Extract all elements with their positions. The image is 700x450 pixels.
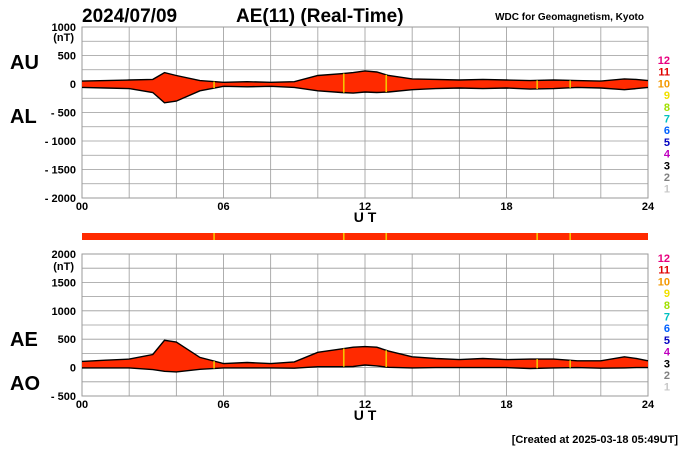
y-tick-label: - 1000 [45, 136, 76, 148]
source-label: WDC for Geomagnetism, Kyoto [495, 12, 644, 23]
y-tick-label: - 2000 [45, 193, 76, 205]
x-tick-label: 12 [359, 201, 371, 213]
station-count-label: 12 [658, 253, 670, 265]
station-count-label: 2 [664, 172, 670, 184]
x-tick-label: 24 [642, 399, 655, 411]
al-label: AL [10, 106, 37, 128]
y-tick-label: 1000 [52, 306, 76, 318]
panel2-xticks: 00 06 12 18 24 [76, 399, 655, 411]
y-tick-label: 500 [58, 51, 76, 63]
series-line-ae [81, 339, 649, 365]
station-count-label: 1 [664, 184, 670, 196]
x-tick-label: 06 [217, 399, 229, 411]
index-range-area [82, 70, 648, 103]
panel1-xticks: 00 06 12 18 24 [76, 201, 655, 213]
station-count-label: 5 [664, 335, 670, 347]
station-count-label: 10 [658, 276, 670, 288]
station-count-label: 10 [658, 78, 670, 90]
station-count-label: 8 [664, 300, 670, 312]
panel1-xlabel: U T [354, 209, 377, 225]
series-line-ao [82, 364, 648, 373]
index-title: AE(11) (Real-Time) [236, 6, 404, 27]
panel1-grid [81, 26, 649, 199]
date-title: 2024/07/09 [82, 6, 177, 27]
panel1-area [81, 70, 649, 104]
x-tick-label: 12 [359, 399, 371, 411]
x-tick-label: 00 [76, 201, 88, 213]
panel2-grid [81, 253, 649, 397]
station-count-label: 3 [664, 358, 670, 370]
x-tick-label: 24 [642, 201, 655, 213]
ae-label: AE [10, 329, 38, 351]
panel2-yticks: 2000 1500 1000 500 0 - 500 [51, 249, 76, 403]
y-tick-label: 0 [70, 79, 76, 91]
station-count-label: 7 [664, 114, 670, 126]
panel2-xlabel: U T [354, 407, 377, 423]
station-count-label: 11 [658, 67, 670, 79]
station-count-label: 3 [664, 160, 670, 172]
station-count-label: 12 [658, 55, 670, 67]
x-tick-label: 18 [500, 201, 512, 213]
y-tick-label: 0 [70, 363, 76, 375]
station-count-label: 1 [664, 382, 670, 394]
au-label: AU [10, 52, 39, 74]
station-count-label: 6 [664, 125, 670, 137]
station-count-label: 8 [664, 102, 670, 114]
panel1-yticks: 1000 500 0 - 500 - 1000 - 1500 - 2000 [45, 22, 76, 205]
station-count-label: 4 [664, 149, 671, 161]
series-line-au [81, 70, 649, 84]
x-tick-label: 00 [76, 399, 88, 411]
panel2-area [81, 339, 649, 373]
station-count-label: 9 [664, 90, 670, 102]
station-count-bar-fill [82, 233, 648, 240]
x-tick-label: 06 [217, 201, 229, 213]
x-tick-label: 18 [500, 399, 512, 411]
y-tick-label: 500 [58, 334, 76, 346]
ao-label: AO [10, 373, 40, 395]
station-count-label: 4 [664, 347, 671, 359]
y-tick-label: - 500 [51, 391, 76, 403]
y-tick-label: - 500 [51, 108, 76, 120]
y-tick-label: 1000 [52, 22, 76, 34]
panel2-unit: (nT) [53, 261, 74, 273]
series-line-al [81, 85, 649, 104]
station-count-label: 9 [664, 288, 670, 300]
station-count-label: 2 [664, 370, 670, 382]
y-tick-label: 2000 [52, 249, 76, 261]
panel1-unit: (nT) [53, 32, 74, 44]
y-tick-label: - 1500 [45, 165, 76, 177]
y-tick-label: 1500 [52, 277, 76, 289]
station-count-label: 11 [658, 265, 670, 277]
station-count-bar [82, 233, 648, 240]
station-count-label: 5 [664, 137, 670, 149]
station-count-label: 6 [664, 323, 670, 335]
station-count-label: 7 [664, 312, 670, 324]
created-timestamp: [Created at 2025-03-18 05:49UT] [512, 434, 679, 446]
